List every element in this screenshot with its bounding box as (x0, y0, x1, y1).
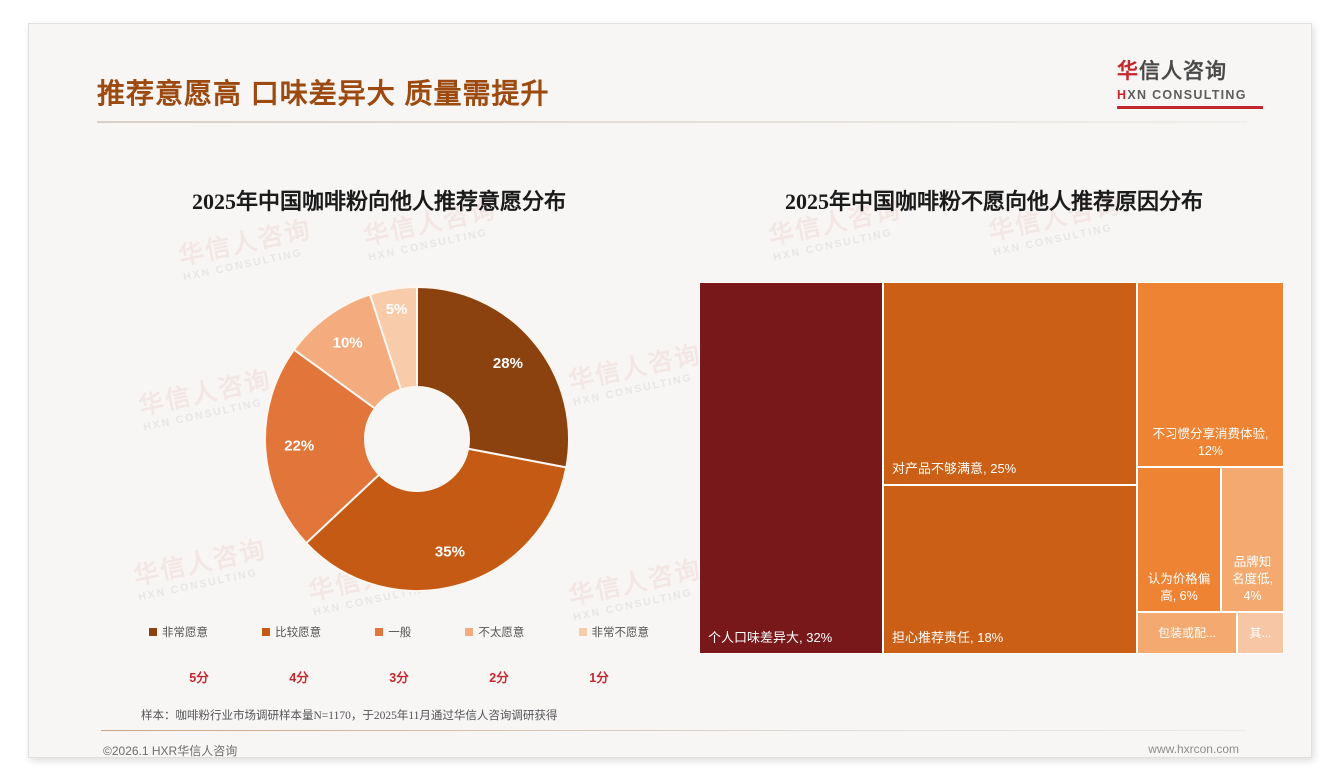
treemap-cell-label: 不习惯分享消费体验, 12% (1152, 427, 1269, 459)
score-label: 2分 (489, 671, 509, 685)
donut-slice[interactable] (368, 285, 418, 391)
legend-item-label: 不太愿意 (478, 627, 525, 639)
donut-slice-label: 35% (435, 543, 465, 560)
right-chart-title: 2025年中国咖啡粉不愿向他人推荐原因分布 (784, 189, 1203, 214)
donut-slice-label: 10% (333, 335, 363, 352)
legend-item-label: 非常愿意 (162, 627, 208, 639)
treemap-cell[interactable]: 其... (1237, 612, 1284, 654)
score-label: 3分 (389, 671, 409, 685)
treemap-cell[interactable]: 认为价格偏高, 6% (1137, 467, 1221, 612)
logo-chinese-text: 华信人咨询 (1117, 59, 1267, 85)
legend-item-label: 一般 (388, 627, 412, 639)
legend-item-label: 比较愿意 (275, 627, 322, 639)
legend-item[interactable]: 非常愿意 (149, 624, 208, 640)
legend-swatch-icon (375, 628, 384, 636)
donut-chart-svg: 28% 35% 22% 10% 5% (264, 285, 570, 592)
legend-item[interactable]: 非常不愿意 (578, 624, 650, 640)
watermark: 华信人咨询 HXN CONSULTING (566, 340, 707, 408)
legend-item[interactable]: 一般 (375, 624, 411, 640)
header-divider (97, 121, 1247, 123)
treemap-cell[interactable]: 对产品不够满意, 25% (883, 282, 1137, 485)
legend-item[interactable]: 比较愿意 (262, 624, 321, 640)
watermark: 华信人咨询 HXN CONSULTING (566, 555, 707, 623)
treemap-cell-label: 包装或配... (1157, 625, 1216, 640)
slide-frame: 华信人咨询 HXN CONSULTING 华信人咨询 HXN CONSULTIN… (28, 23, 1312, 758)
treemap-cell-label: 对产品不够满意, 25% (892, 461, 1017, 477)
treemap-cell-label: 其... (1249, 625, 1272, 640)
watermark-en: HXN CONSULTING (572, 371, 694, 409)
copyright-text: ©2026.1 HXR华信人咨询 (103, 744, 238, 758)
treemap-cell[interactable]: 品牌知名度低, 4% (1221, 467, 1284, 612)
logo-underline-bar (1117, 106, 1263, 110)
score-axis: 5分 4分 3分 2分 1分 (149, 667, 649, 686)
footer-divider (101, 730, 1246, 731)
watermark-en: HXN CONSULTING (992, 221, 1114, 259)
treemap-cell-label: 担心推荐责任, 18% (892, 630, 1004, 646)
page-title: 推荐意愿高 口味差异大 质量需提升 (97, 78, 550, 109)
logo-english-text: HXN CONSULTING (1117, 88, 1267, 102)
logo-cn-rest: 信人咨询 (1139, 60, 1227, 83)
watermark-en: HXN CONSULTING (572, 586, 694, 624)
donut-slice-label: 5% (386, 301, 408, 318)
website-url: www.hxrcon.com (1148, 742, 1239, 756)
treemap-cell[interactable]: 包装或配... (1137, 612, 1237, 654)
treemap-cell[interactable]: 不习惯分享消费体验, 12% (1137, 282, 1284, 467)
slide-header: 推荐意愿高 口味差异大 质量需提升 华信人咨询 HXN CONSULTING (29, 24, 1311, 132)
watermark-en: HXN CONSULTING (772, 226, 894, 264)
score-label: 1分 (589, 671, 609, 685)
donut-slice[interactable] (416, 285, 570, 469)
donut-slice-label: 28% (493, 355, 523, 372)
logo-en-accent: H (1117, 88, 1128, 103)
donut-slice-label: 22% (284, 437, 314, 454)
treemap-cell[interactable]: 个人口味差异大, 32% (699, 282, 883, 654)
donut-chart: 28% 35% 22% 10% 5% (247, 269, 587, 609)
donut-slice[interactable] (264, 348, 381, 545)
sample-footnote: 样本：咖啡粉行业市场调研样本量N=1170，于2025年11月通过华信人咨询调研… (141, 710, 558, 722)
score-label: 5分 (189, 671, 209, 685)
treemap-cell-label: 认为价格偏高, 6% (1147, 572, 1211, 604)
legend-item-label: 非常不愿意 (591, 627, 650, 639)
watermark-cn: 华信人咨询 (176, 215, 315, 271)
legend-swatch-icon (578, 628, 587, 636)
logo-cn-accent: 华 (1117, 60, 1139, 83)
treemap-chart: 个人口味差异大, 32% 对产品不够满意, 25% 担心推荐责任, 18% 不习惯分享… (699, 282, 1284, 654)
watermark-en: HXN CONSULTING (367, 226, 489, 264)
legend-swatch-icon (465, 628, 474, 636)
donut-legend: 非常愿意 比较愿意 一般 不太愿意 非常不愿意 (149, 624, 649, 640)
treemap-cell-label: 品牌知名度低, 4% (1232, 555, 1273, 604)
treemap-cell-label: 个人口味差异大, 32% (708, 630, 833, 646)
company-logo: 华信人咨询 HXN CONSULTING (1117, 59, 1267, 110)
logo-en-rest: XN CONSULTING (1127, 88, 1247, 103)
legend-item[interactable]: 不太愿意 (465, 624, 524, 640)
score-label: 4分 (289, 671, 309, 685)
legend-swatch-icon (262, 628, 271, 636)
treemap-cell[interactable]: 担心推荐责任, 18% (883, 485, 1137, 654)
left-chart-title: 2025年中国咖啡粉向他人推荐意愿分布 (191, 189, 566, 214)
donut-slice[interactable] (304, 447, 568, 592)
legend-swatch-icon (149, 628, 157, 636)
